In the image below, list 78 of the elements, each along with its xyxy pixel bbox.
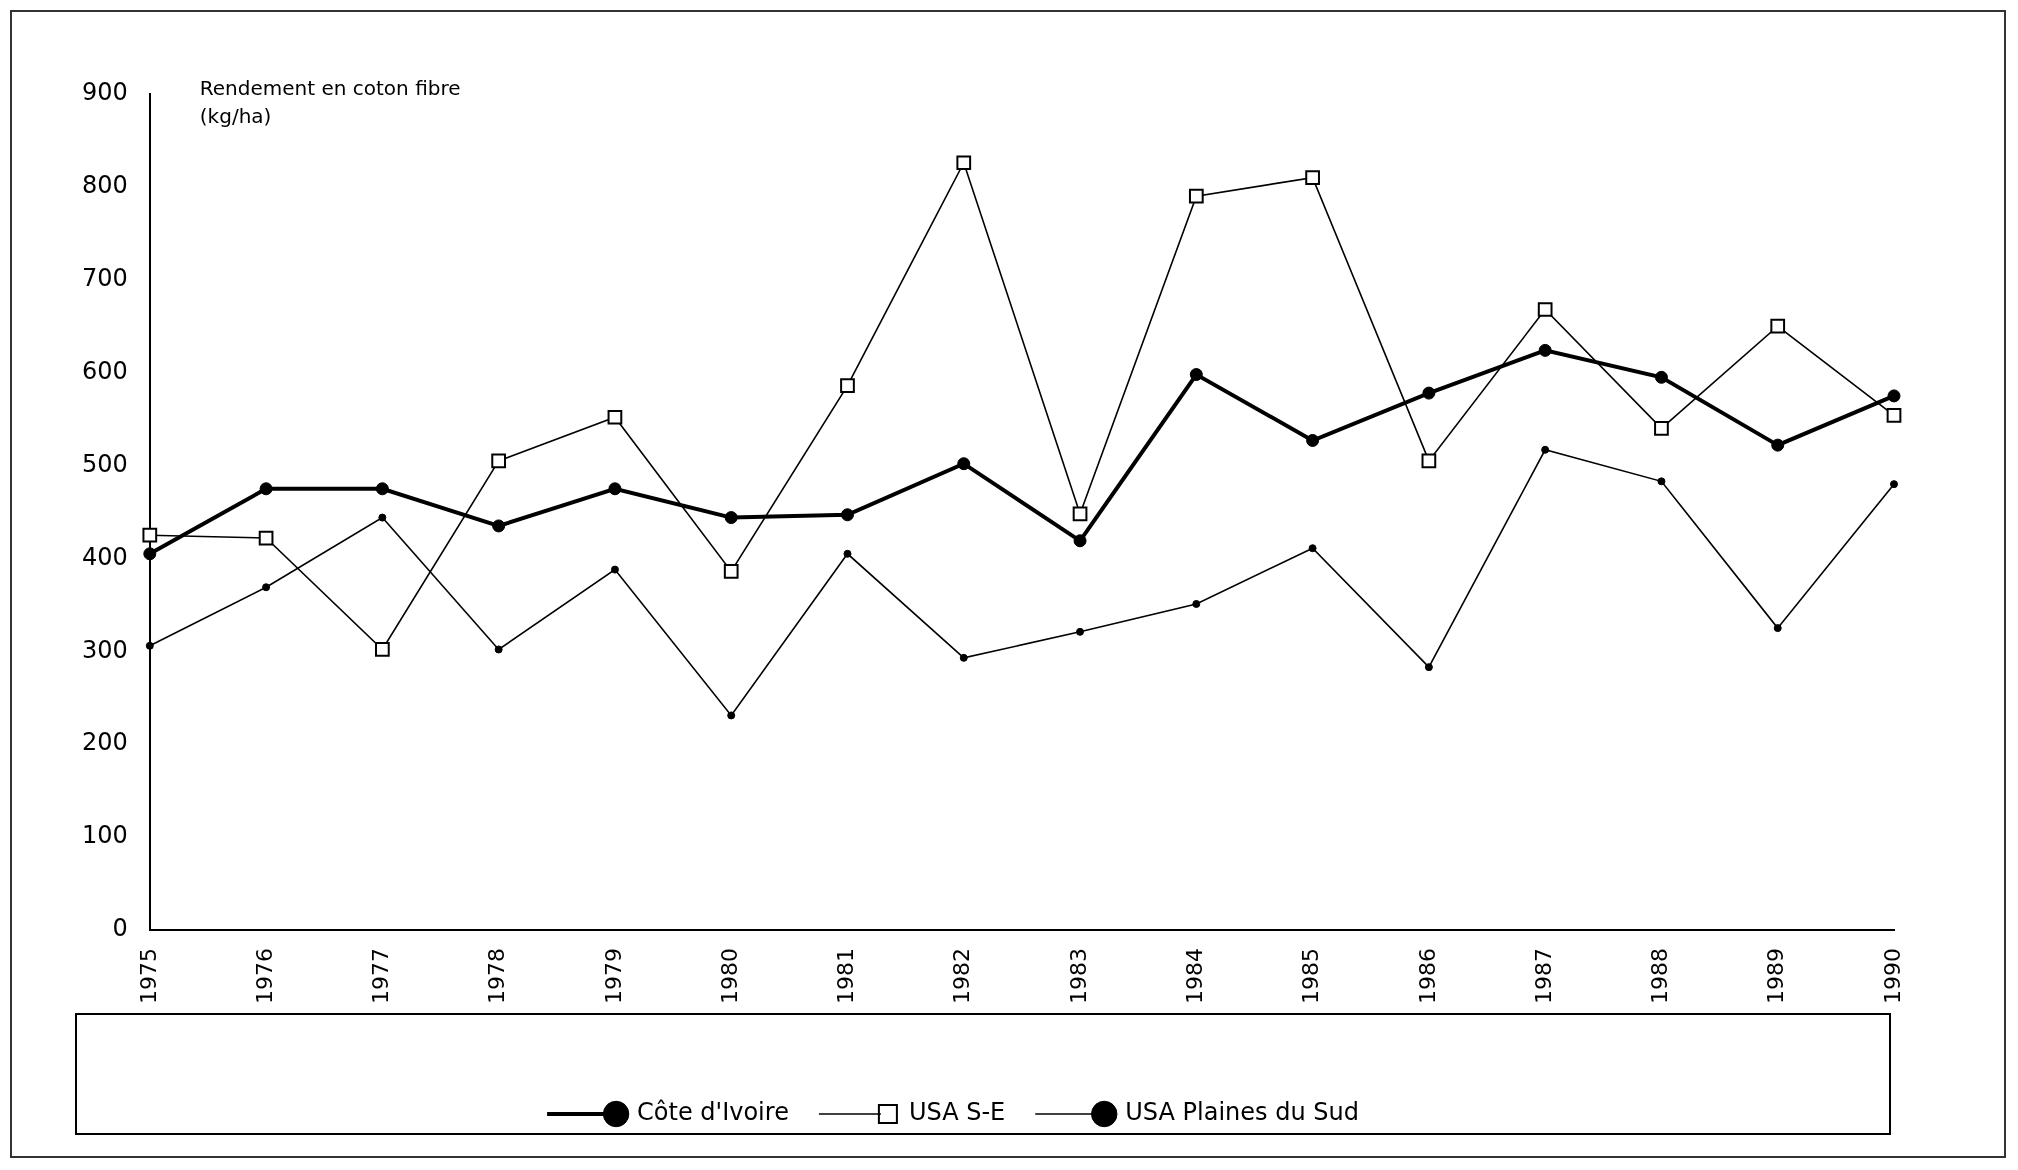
legend-label: USA S-E (908, 1098, 1006, 1127)
point (1538, 343, 1552, 357)
point (145, 641, 154, 650)
y-tick-label: 400 (82, 542, 128, 571)
legend-label: Côte d'Ivoire (637, 1098, 789, 1127)
point (1657, 477, 1666, 486)
x-tick-label: 1977 (368, 948, 394, 1005)
point (610, 565, 619, 574)
point (262, 583, 271, 592)
point (1890, 480, 1898, 489)
point (1076, 627, 1085, 636)
point (258, 530, 274, 546)
x-tick-label: 1978 (484, 948, 510, 1005)
point (1308, 544, 1317, 553)
x-tick-label: 1986 (1414, 948, 1440, 1005)
x-tick-label: 1975 (135, 948, 161, 1005)
point (840, 508, 854, 522)
x-tick-label: 1976 (251, 948, 277, 1005)
point (608, 482, 622, 496)
point (1654, 421, 1669, 436)
y-tick-label: 700 (82, 264, 128, 293)
x-tick-label: 1987 (1530, 948, 1556, 1005)
point (956, 155, 972, 171)
point (494, 645, 503, 654)
y-tick-label: 900 (82, 78, 128, 107)
point (1773, 624, 1782, 633)
point (1422, 386, 1436, 400)
point (143, 547, 157, 561)
y-tick-label: 600 (82, 356, 128, 385)
y-tick-label: 800 (82, 171, 128, 200)
point (724, 511, 738, 525)
point (843, 549, 852, 558)
point (142, 527, 158, 543)
point (723, 564, 739, 579)
x-tick-label: 1984 (1182, 948, 1208, 1005)
point (727, 711, 736, 720)
point (957, 457, 971, 471)
x-tick-label: 1989 (1763, 948, 1789, 1005)
point (1771, 438, 1785, 452)
point (1886, 408, 1902, 423)
point (1421, 453, 1437, 469)
point (259, 482, 273, 496)
x-tick-label: 1979 (600, 948, 626, 1005)
y-tick-label: 300 (82, 635, 128, 664)
point (1306, 433, 1320, 447)
x-tick-label: 1982 (949, 948, 975, 1005)
point (1654, 370, 1668, 384)
point (1305, 170, 1320, 185)
legend-label: USA Plaines du Sud (1125, 1098, 1359, 1127)
point (1537, 302, 1553, 317)
point (1192, 599, 1201, 608)
point (492, 519, 506, 533)
point (607, 409, 623, 425)
y-tick-label: 500 (82, 449, 128, 478)
y-tick-label: 100 (82, 821, 128, 850)
point (378, 513, 387, 522)
point (1770, 318, 1786, 334)
y-tick-label: 200 (82, 728, 128, 757)
point (1073, 534, 1087, 548)
point (840, 378, 855, 394)
point (491, 453, 507, 469)
y-axis-title: Rendement en coton fibre (kg/ha) (199, 76, 461, 129)
point (375, 642, 390, 657)
point (1424, 663, 1433, 672)
point (1887, 389, 1901, 403)
point (1072, 506, 1088, 522)
point (1189, 368, 1203, 382)
y-tick-label: 0 (112, 914, 128, 943)
x-tick-label: 1990 (1879, 948, 1905, 1005)
x-tick-label: 1980 (716, 948, 742, 1005)
point (1541, 445, 1550, 454)
point (375, 482, 389, 496)
x-tick-label: 1988 (1647, 948, 1673, 1005)
x-tick-label: 1983 (1065, 948, 1091, 1005)
point (1188, 188, 1204, 204)
x-tick-label: 1981 (833, 948, 859, 1005)
x-tick-label: 1985 (1298, 948, 1324, 1005)
point (959, 653, 968, 662)
